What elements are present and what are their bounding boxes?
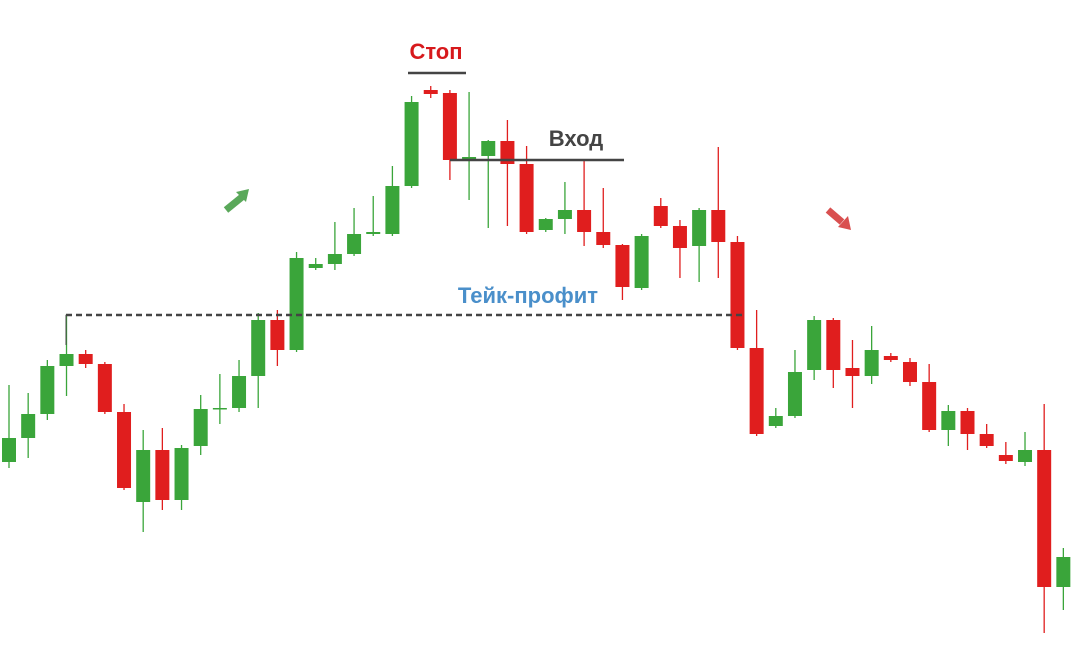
candle-body — [845, 368, 860, 376]
candle-body — [538, 219, 553, 230]
candle-body — [117, 412, 132, 488]
candle-body — [289, 258, 304, 350]
candle-body — [462, 157, 477, 159]
candle-body — [941, 411, 956, 430]
candle-body — [97, 364, 112, 412]
candle-body — [174, 448, 189, 500]
candle-body — [634, 236, 649, 288]
candle-body — [960, 411, 975, 434]
candle-body — [922, 382, 937, 430]
candle-body — [366, 232, 381, 234]
candle-body — [749, 348, 764, 434]
candle-body — [596, 232, 611, 245]
candle-body — [768, 416, 783, 426]
candle-body — [404, 102, 419, 186]
candle-body — [155, 450, 170, 500]
candle-body — [442, 93, 457, 160]
candle-body — [615, 245, 630, 287]
candle-body — [347, 234, 362, 254]
candle-body — [136, 450, 151, 502]
candle-body — [385, 186, 400, 234]
candle-body — [519, 164, 534, 232]
candle-body — [1018, 450, 1033, 462]
candle-body — [557, 210, 572, 219]
candle-body — [193, 409, 208, 446]
candle-body — [40, 366, 55, 414]
candle-body — [21, 414, 36, 438]
candle-body — [1037, 450, 1052, 587]
down-arrow — [825, 207, 851, 230]
candle-body — [902, 362, 917, 382]
annotation-label: Тейк-профит — [458, 283, 598, 308]
candle-body — [864, 350, 879, 376]
candle-body — [883, 356, 898, 360]
candle-body — [308, 264, 323, 268]
candle-body — [826, 320, 841, 370]
candle-body — [653, 206, 668, 226]
candle-body — [270, 320, 285, 350]
candle-body — [481, 141, 496, 156]
candle-body — [327, 254, 342, 264]
candle-body — [500, 141, 515, 164]
candle-body — [423, 90, 438, 94]
candle-body — [212, 408, 227, 410]
candle-body — [78, 354, 93, 364]
candle-body — [1056, 557, 1071, 587]
candle-body — [2, 438, 16, 462]
candle-body — [692, 210, 707, 246]
candle-body — [730, 242, 745, 348]
candle-body — [251, 320, 266, 376]
annotation-label: Вход — [549, 126, 603, 151]
candle-body — [577, 210, 592, 232]
candle-body — [711, 210, 726, 242]
candle-body — [998, 455, 1013, 461]
candle-body — [979, 434, 994, 446]
up-arrow — [223, 189, 249, 213]
candle-body — [807, 320, 822, 370]
candle-body — [672, 226, 687, 248]
candle-body — [59, 354, 74, 366]
candle-body — [232, 376, 247, 408]
candle-body — [787, 372, 802, 416]
annotation-label: Стоп — [409, 39, 462, 64]
